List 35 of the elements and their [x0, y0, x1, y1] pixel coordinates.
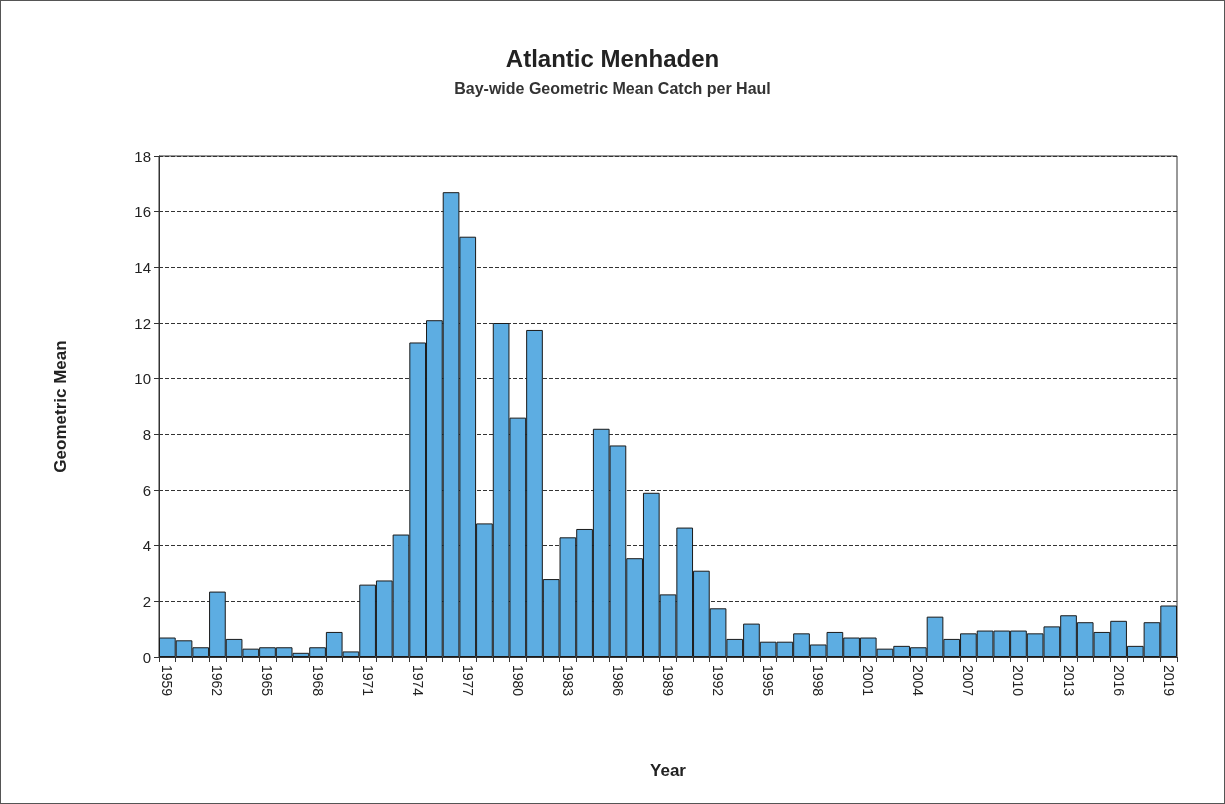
chart-title: Atlantic Menhaden — [505, 44, 720, 72]
y-tick-label: 8 — [142, 425, 151, 443]
x-tick-label: 1965 — [259, 665, 276, 697]
y-tick-label: 18 — [134, 147, 151, 165]
x-tick-label: 2019 — [1160, 665, 1177, 697]
x-tick-label: 2001 — [860, 665, 877, 697]
x-tick-label: 1992 — [710, 665, 727, 697]
x-tick-label: 1971 — [359, 665, 376, 697]
x-tick-label: 1980 — [509, 665, 526, 697]
x-tick-label: 1977 — [459, 665, 476, 697]
y-tick-label: 16 — [134, 203, 151, 221]
x-tick-label: 1983 — [559, 665, 576, 697]
x-tick-label: 2007 — [960, 665, 977, 697]
x-tick-label: 1995 — [760, 665, 777, 697]
x-tick-label: 1998 — [810, 665, 827, 697]
y-axis-title: Geometric Mean — [51, 340, 70, 473]
x-tick-label: 1986 — [609, 665, 626, 697]
y-tick-label: 12 — [134, 314, 151, 332]
y-tick-label: 0 — [142, 648, 151, 666]
x-tick-label: 1968 — [309, 665, 326, 697]
y-tick-label: 14 — [134, 258, 151, 276]
x-tick-label: 2016 — [1110, 665, 1127, 697]
y-tick-label: 2 — [142, 592, 151, 610]
chart-subtitle: Bay-wide Geometric Mean Catch per Haul — [454, 79, 771, 97]
x-tick-label: 2013 — [1060, 665, 1077, 697]
x-tick-label: 1962 — [209, 665, 226, 697]
x-tick-label: 2004 — [910, 665, 927, 697]
x-tick-label: 1989 — [660, 665, 676, 697]
x-tick-label: 1959 — [159, 665, 176, 697]
y-tick-label: 6 — [142, 481, 151, 499]
x-tick-label: 1974 — [409, 665, 426, 697]
y-tick-label: 10 — [134, 370, 151, 388]
x-axis-title: Year — [650, 761, 687, 780]
x-tick-label: 2010 — [1010, 665, 1027, 697]
y-tick-label: 4 — [142, 537, 151, 555]
